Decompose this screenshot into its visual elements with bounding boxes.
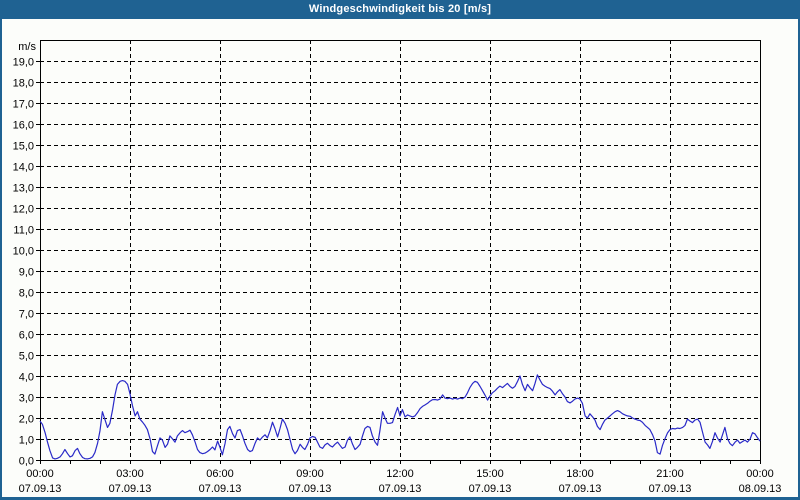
y-tick-label: 10,0 [13, 246, 34, 258]
x-tick-date-label: 07.09.13 [559, 483, 602, 495]
wind-speed-chart: 0,0 1,0 2,0 3,0 4,0 5,0 6,0 7,0 8,0 9,0 10,0 11,0 12… [13, 40, 782, 495]
y-tick-label: 2,0 [19, 414, 34, 426]
y-tick-label: 11,0 [13, 225, 34, 237]
y-tick-label: 3,0 [19, 393, 34, 405]
x-tick-time-label: 00:00 [26, 468, 54, 480]
y-tick-label: 7,0 [19, 309, 34, 321]
series-line-windgeschwindigkeit [39, 374, 761, 460]
y-tick-label: 13,0 [13, 183, 34, 195]
y-tick-label: 17,0 [13, 99, 34, 111]
chart-title: Windgeschwindigkeit bis 20 [m/s] [308, 3, 492, 15]
x-tick-time-label: 06:00 [206, 468, 234, 480]
plot-border [40, 40, 761, 461]
y-axis-unit-label: m/s [18, 41, 36, 53]
x-tick-date-label: 07.09.13 [649, 483, 692, 495]
x-tick-date-label: 07.09.13 [379, 483, 422, 495]
y-tick-label: 15,0 [13, 141, 34, 153]
y-tick-label: 14,0 [13, 162, 34, 174]
window-border-left [0, 19, 2, 500]
x-tick-time-label: 03:00 [116, 468, 144, 480]
y-tick-label: 0,0 [19, 456, 34, 468]
x-tick-date-label: 07.09.13 [19, 483, 62, 495]
x-tick-time-label: 18:00 [566, 468, 594, 480]
x-tick-time-label: 12:00 [386, 468, 414, 480]
title-bar: Windgeschwindigkeit bis 20 [m/s] [0, 0, 800, 19]
y-tick-label: 5,0 [19, 351, 34, 363]
x-tick-date-label: 07.09.13 [199, 483, 242, 495]
x-tick-time-label: 09:00 [296, 468, 324, 480]
x-tick-date-label: 07.09.13 [469, 483, 512, 495]
y-tick-label: 4,0 [19, 372, 34, 384]
window-border-bottom [0, 497, 800, 500]
x-tick-time-label: 00:00 [746, 468, 774, 480]
x-tick-date-label: 07.09.13 [289, 483, 332, 495]
y-tick-label: 1,0 [19, 435, 34, 447]
x-tick-time-label: 21:00 [656, 468, 684, 480]
y-tick-label: 19,0 [13, 57, 34, 69]
x-tick-date-label: 07.09.13 [109, 483, 152, 495]
y-tick-label: 9,0 [19, 267, 34, 279]
y-tick-label: 6,0 [19, 330, 34, 342]
y-tick-label: 12,0 [13, 204, 34, 216]
x-tick-time-label: 15:00 [476, 468, 504, 480]
y-tick-label: 8,0 [19, 288, 34, 300]
x-tick-date-label: 08.09.13 [739, 483, 782, 495]
window-border-right [798, 19, 800, 500]
y-tick-label: 18,0 [13, 78, 34, 90]
y-tick-label: 16,0 [13, 120, 34, 132]
